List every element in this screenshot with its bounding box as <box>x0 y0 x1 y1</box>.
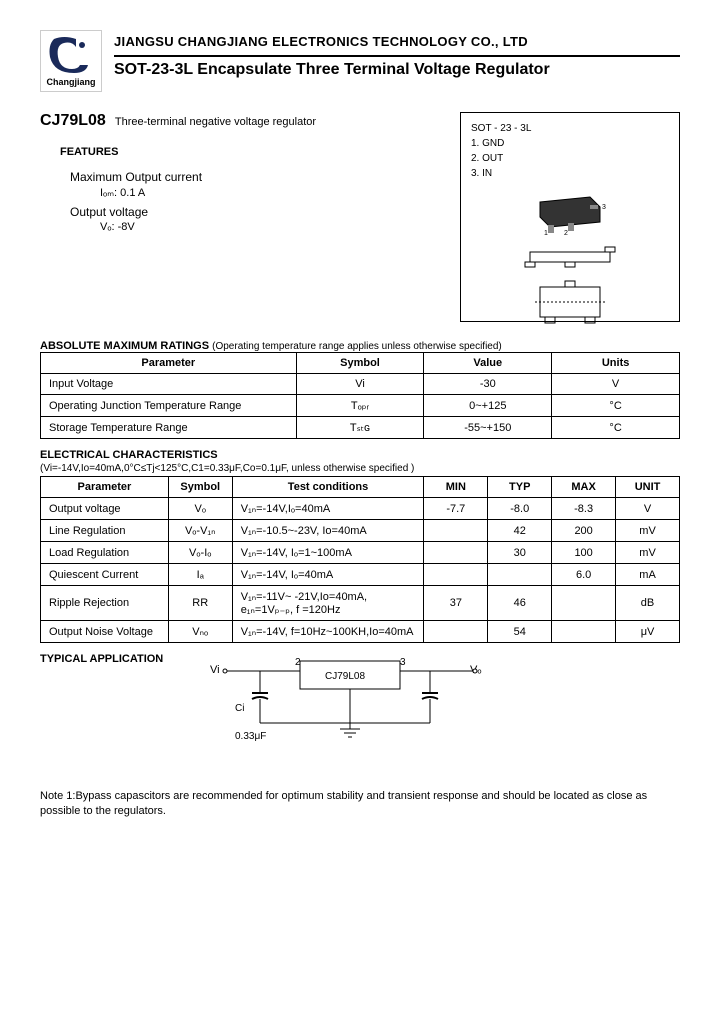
app-heading: TYPICAL APPLICATION <box>40 653 200 665</box>
circuit-icon: Vi Vₒ 2 3 CJ79L08 Ci 0.33μF <box>200 653 520 773</box>
svg-text:3: 3 <box>400 657 406 668</box>
footnote: Note 1:Bypass capascitors are recommende… <box>40 789 680 820</box>
abs-max-heading: ABSOLUTE MAXIMUM RATINGS <box>40 340 209 352</box>
svg-text:3: 3 <box>602 204 606 211</box>
feature-val-2: Vₒ: -8V <box>100 221 440 233</box>
feature-line-2: Output voltage <box>70 205 440 219</box>
abs-max-sub: (Operating temperature range applies unl… <box>212 341 502 352</box>
table-row: Quiescent CurrentIₐV₁ₙ=-14V, Iₒ=40mA6.0m… <box>41 564 680 586</box>
col-value: Value <box>424 353 552 374</box>
elec-table: Parameter Symbol Test conditions MIN TYP… <box>40 476 680 643</box>
pkg-title: SOT - 23 - 3L <box>471 123 669 134</box>
header-text: JIANGSU CHANGJIANG ELECTRONICS TECHNOLOG… <box>114 30 680 79</box>
part-line: CJ79L08 Three-terminal negative voltage … <box>40 112 440 130</box>
pkg-pin3: 3. IN <box>471 168 669 179</box>
logo: Changjiang <box>40 30 102 92</box>
table-row: Ripple RejectionRRV₁ₙ=-11V~ -21V,Io=40mA… <box>41 586 680 621</box>
table-row: Operating Junction Temperature RangeTₒₚᵣ… <box>41 395 680 417</box>
abs-max-section: ABSOLUTE MAXIMUM RATINGS (Operating temp… <box>40 340 680 352</box>
table-row: Output voltageVₒV₁ₙ=-14V,Iₒ=40mA-7.7-8.0… <box>41 498 680 520</box>
vi-label: Vi <box>210 664 220 676</box>
svg-text:Ci: Ci <box>235 703 244 714</box>
top-section: CJ79L08 Three-terminal negative voltage … <box>40 112 680 322</box>
sot23-3d-icon: 1 2 3 <box>520 187 620 237</box>
table-row: Output Noise VoltageVₙₒV₁ₙ=-14V, f=10Hz~… <box>41 621 680 643</box>
part-info: CJ79L08 Three-terminal negative voltage … <box>40 112 440 322</box>
doc-title: SOT-23-3L Encapsulate Three Terminal Vol… <box>114 61 680 79</box>
table-header-row: Parameter Symbol Test conditions MIN TYP… <box>41 477 680 498</box>
part-number: CJ79L08 <box>40 112 106 129</box>
feature-line-1: Maximum Output current <box>70 170 440 184</box>
app-section: TYPICAL APPLICATION Vi Vₒ 2 3 CJ79L08 <box>40 653 680 773</box>
header: Changjiang JIANGSU CHANGJIANG ELECTRONIC… <box>40 30 680 92</box>
svg-text:2: 2 <box>564 230 568 237</box>
table-row: Line RegulationVₒ-V₁ₙV₁ₙ=-10.5~-23V, Io=… <box>41 520 680 542</box>
company-name: JIANGSU CHANGJIANG ELECTRONICS TECHNOLOG… <box>114 34 680 49</box>
table-row: Input VoltageVi-30V <box>41 374 680 395</box>
circuit-diagram: Vi Vₒ 2 3 CJ79L08 Ci 0.33μF <box>200 653 680 773</box>
logo-icon <box>46 35 96 77</box>
svg-text:0.33μF: 0.33μF <box>235 731 266 742</box>
part-description: Three-terminal negative voltage regulato… <box>115 116 316 128</box>
pkg-pin1: 1. GND <box>471 138 669 149</box>
svg-text:1: 1 <box>544 230 548 237</box>
pkg-pin2: 2. OUT <box>471 153 669 164</box>
package-box: SOT - 23 - 3L 1. GND 2. OUT 3. IN 1 2 3 <box>460 112 680 322</box>
features-heading: FEATURES <box>60 146 440 158</box>
sot23-top-icon <box>520 277 620 327</box>
package-diagram: 1 2 3 <box>471 187 669 327</box>
col-symbol: Symbol <box>296 353 424 374</box>
elec-heading: ELECTRICAL CHARACTERISTICS <box>40 449 680 461</box>
sot23-side-icon <box>510 237 630 277</box>
logo-label: Changjiang <box>47 77 96 87</box>
elec-note: (Vi=-14V,Io=40mA,0°C≤Tj<125°C,C1=0.33μF,… <box>40 463 680 474</box>
table-row: Load RegulationVₒ-IₒV₁ₙ=-14V, Iₒ=1~100mA… <box>41 542 680 564</box>
abs-max-table: Parameter Symbol Value Units Input Volta… <box>40 352 680 439</box>
table-row: Storage Temperature RangeTₛₜɢ-55~+150°C <box>41 417 680 439</box>
table-header-row: Parameter Symbol Value Units <box>41 353 680 374</box>
col-units: Units <box>552 353 680 374</box>
col-param: Parameter <box>41 353 297 374</box>
svg-text:CJ79L08: CJ79L08 <box>325 671 365 682</box>
divider <box>114 55 680 57</box>
feature-val-1: Iₒₘ: 0.1 A <box>100 186 440 199</box>
